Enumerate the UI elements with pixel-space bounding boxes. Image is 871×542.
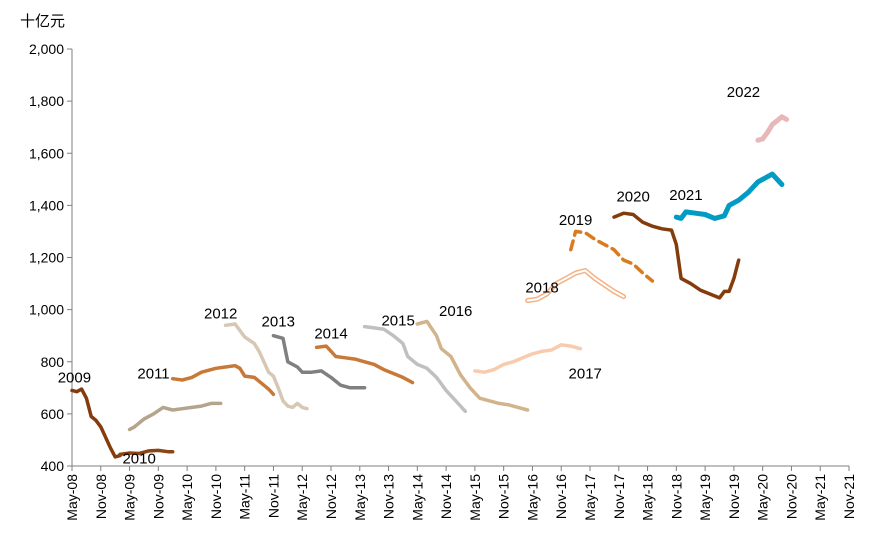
series-year-label: 2010 xyxy=(122,450,155,467)
series-line xyxy=(415,319,530,412)
series-line xyxy=(526,269,625,302)
x-tick-label: May-21 xyxy=(812,474,828,521)
series-line xyxy=(170,363,276,397)
x-tick-label: Nov-16 xyxy=(553,474,569,519)
x-tick-label: Nov-20 xyxy=(783,474,799,519)
series-year-label: 2018 xyxy=(525,280,558,297)
series-year-label: 2017 xyxy=(569,366,602,383)
series-line xyxy=(70,387,122,459)
x-tick-label: May-15 xyxy=(467,474,483,521)
x-tick-label: May-19 xyxy=(697,474,713,521)
x-tick-label: Nov-12 xyxy=(323,474,339,519)
series-year-label: 2014 xyxy=(314,325,347,342)
x-tick-label: May-20 xyxy=(755,474,771,521)
series-group xyxy=(70,114,790,459)
x-tick-label: Nov-17 xyxy=(611,474,627,519)
x-tick-label: May-18 xyxy=(640,474,656,521)
y-unit-label: 十亿元 xyxy=(20,13,65,30)
series-line xyxy=(362,324,468,414)
series-line xyxy=(271,333,367,390)
series-line xyxy=(473,343,583,374)
x-tick-label: Nov-15 xyxy=(496,474,512,519)
x-tick-label: May-14 xyxy=(409,474,425,521)
series-year-label: 2016 xyxy=(439,303,472,320)
x-tick-label: May-16 xyxy=(524,474,540,521)
y-tick-label: 400 xyxy=(41,458,65,474)
y-axis: 400 600 800 1,000 1,200 1,400 1,600 1,800 2,000 xyxy=(29,41,73,474)
y-tick-label: 1,600 xyxy=(29,145,64,161)
series-year-label: 2012 xyxy=(204,306,237,323)
series-year-label: 2011 xyxy=(137,366,169,383)
x-tick-label: Nov-13 xyxy=(381,474,397,519)
x-tick-label: Nov-10 xyxy=(208,474,224,519)
x-tick-label: May-17 xyxy=(582,474,598,521)
series-year-label: 2009 xyxy=(58,370,91,387)
y-tick-label: 600 xyxy=(41,406,65,422)
series-line xyxy=(673,171,785,221)
year-labels: 2009 2010 2011 2012 2013 2014 2015 2016 2017 2018… xyxy=(58,84,760,467)
series-line xyxy=(223,322,309,411)
x-tick-label: Nov-11 xyxy=(265,474,281,518)
x-tick-label: May-11 xyxy=(237,474,253,520)
x-tick-label: Nov-19 xyxy=(726,474,742,519)
x-axis: May-08 Nov-08 May-09 Nov-09 May-10 Nov-10 May-… xyxy=(64,465,857,521)
series-line xyxy=(127,401,223,432)
series-year-label: 2022 xyxy=(727,84,760,101)
y-tick-label: 1,800 xyxy=(29,93,64,109)
x-tick-label: Nov-09 xyxy=(150,474,166,519)
x-tick-label: May-08 xyxy=(64,474,80,521)
series-year-label: 2013 xyxy=(262,314,295,331)
series-year-label: 2015 xyxy=(381,312,414,329)
x-tick-label: Nov-14 xyxy=(438,474,454,519)
x-tick-label: Nov-21 xyxy=(841,474,857,519)
series-year-label: 2020 xyxy=(616,188,649,205)
y-tick-label: 1,000 xyxy=(29,302,64,318)
series-line xyxy=(569,229,655,283)
x-tick-label: Nov-08 xyxy=(93,474,109,519)
series-line xyxy=(755,114,790,143)
y-tick-label: 1,400 xyxy=(29,197,64,213)
series-line xyxy=(612,211,741,300)
x-tick-label: Nov-18 xyxy=(668,474,684,519)
y-tick-label: 2,000 xyxy=(29,41,64,57)
x-tick-label: May-10 xyxy=(179,474,195,521)
series-year-label: 2021 xyxy=(669,187,702,204)
y-tick-label: 800 xyxy=(41,354,65,370)
series-line xyxy=(314,344,415,385)
series-line xyxy=(118,448,175,457)
x-tick-label: May-12 xyxy=(294,474,310,521)
series-year-label: 2019 xyxy=(559,212,592,229)
y-tick-label: 1,200 xyxy=(29,250,64,266)
x-tick-label: May-13 xyxy=(352,474,368,521)
x-tick-label: May-09 xyxy=(122,474,138,521)
